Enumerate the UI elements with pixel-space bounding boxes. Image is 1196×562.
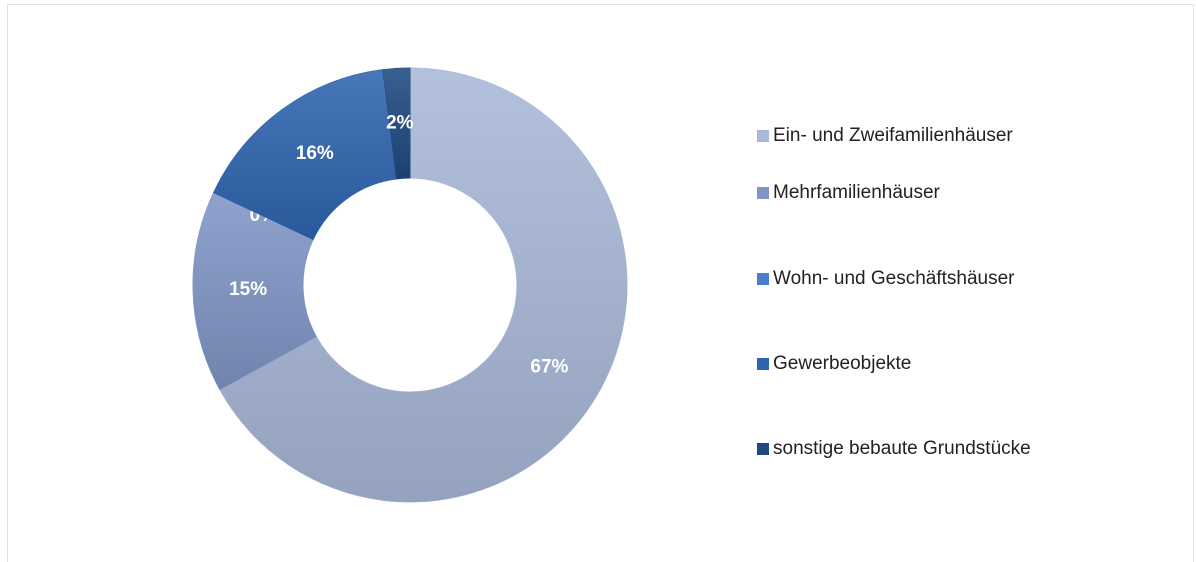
data-label: 67% <box>530 356 568 377</box>
slice-shade <box>382 68 410 179</box>
legend-swatch <box>757 273 769 285</box>
legend-label: Wohn- und Geschäftshäuser <box>773 268 1015 289</box>
slice-shade <box>219 68 627 503</box>
legend-swatch <box>757 358 769 370</box>
legend-swatch <box>757 443 769 455</box>
data-label: 16% <box>296 143 334 164</box>
data-label: 2% <box>386 112 414 133</box>
data-label: 15% <box>229 279 267 300</box>
legend-label: Gewerbeobjekte <box>773 353 911 374</box>
legend-label: sonstige bebaute Grundstücke <box>773 438 1031 459</box>
legend-label: Mehrfamilienhäuser <box>773 182 941 203</box>
slice-shade <box>193 192 317 390</box>
legend-label: Ein- und Zweifamilienhäuser <box>773 125 1013 146</box>
slice-shade <box>213 69 397 240</box>
legend-swatch <box>757 187 769 199</box>
legend-swatch <box>757 130 769 142</box>
